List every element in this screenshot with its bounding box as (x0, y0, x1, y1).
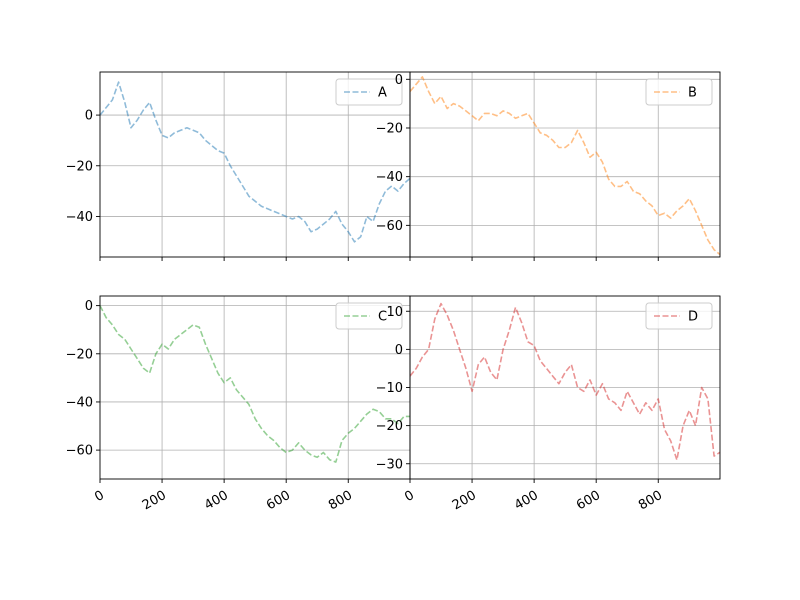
series-line-D (409, 302, 721, 461)
x-tick-label: 400 (202, 488, 231, 513)
series-line-C (99, 305, 410, 463)
x-tick-label: 800 (636, 488, 665, 513)
legend-label: C (378, 310, 387, 325)
subplot-3: 0 −20 −40 −60 0 200 400 600 800 C (66, 295, 411, 513)
legend-label: A (378, 86, 387, 101)
y-tick-label: 0 (85, 109, 93, 124)
legend: A (335, 78, 403, 106)
legend-label: D (688, 310, 698, 325)
legend-box (335, 78, 403, 106)
x-tick-label: 800 (326, 488, 355, 513)
x-tick-label: 600 (574, 488, 603, 513)
subplot-2: 0 −20 −40 −60 B (376, 71, 721, 261)
subplot-4: 10 0 −10 −20 −30 0 200 400 600 800 D (376, 295, 721, 513)
legend-box (645, 302, 713, 330)
x-tick-label: 200 (140, 488, 169, 513)
y-tick-label: −20 (376, 419, 403, 434)
y-tick-label: −10 (376, 381, 403, 396)
legend-box (645, 78, 713, 106)
x-tick-label: 200 (450, 488, 479, 513)
y-tick-label: −60 (66, 444, 93, 459)
legend-label: B (688, 86, 697, 101)
legend-box (335, 302, 403, 330)
legend: D (645, 302, 713, 330)
x-tick-label: 400 (512, 488, 541, 513)
y-tick-label: 0 (85, 299, 93, 314)
y-tick-label: −40 (66, 395, 93, 410)
legend: C (335, 302, 403, 330)
axes-frame (409, 71, 721, 258)
y-tick-label: −40 (376, 170, 403, 185)
y-tick-label: −30 (376, 457, 403, 472)
y-tick-label: −20 (66, 347, 93, 362)
series-line-A (99, 81, 411, 243)
y-tick-label: −20 (66, 159, 93, 174)
y-tick-label: −60 (376, 219, 403, 234)
subplot-1: 0 −20 −40 A (66, 71, 411, 261)
x-tick-label: 0 (92, 488, 107, 505)
y-tick-label: −40 (66, 210, 93, 225)
y-tick-label: 10 (386, 305, 403, 320)
legend: B (645, 78, 713, 106)
y-tick-label: 0 (395, 343, 403, 358)
x-tick-label: 0 (402, 488, 417, 505)
y-tick-label: 0 (395, 73, 403, 88)
x-tick-label: 600 (264, 488, 293, 513)
y-tick-label: −20 (376, 121, 403, 136)
series-line-B (409, 76, 721, 256)
